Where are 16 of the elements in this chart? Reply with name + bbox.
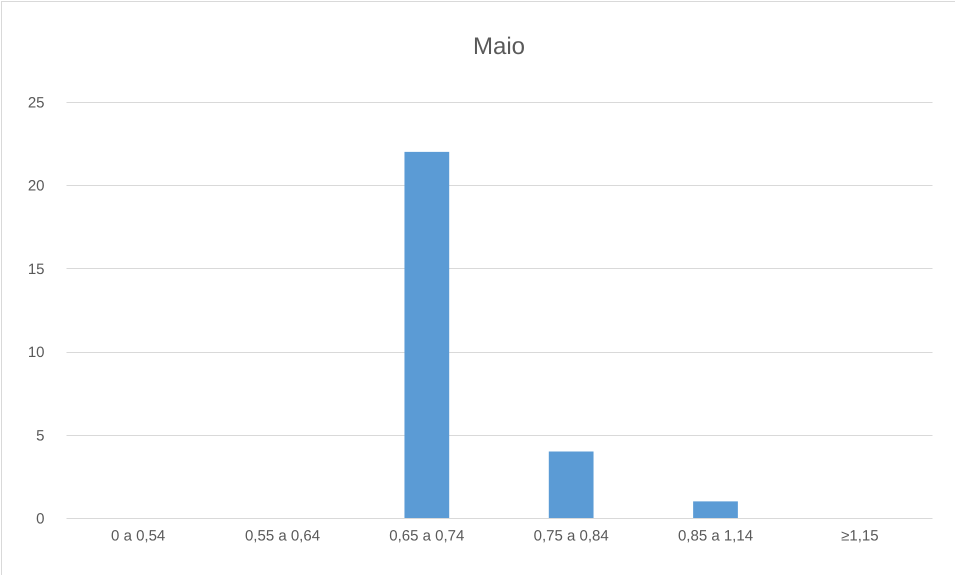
bar — [404, 152, 450, 518]
x-tick-label: 0,75 a 0,84 — [534, 528, 609, 544]
chart-title: Maio — [472, 33, 526, 60]
y-tick-label: 0 — [36, 510, 44, 528]
y-tick-label: 20 — [28, 178, 44, 195]
x-tick-label: ≥1,15 — [841, 528, 879, 544]
y-tick-label: 10 — [28, 344, 44, 362]
x-tick-label: 0,65 a 0,74 — [389, 528, 464, 544]
y-tick-label: 5 — [36, 427, 44, 444]
x-tick-label: 0 a 0,54 — [111, 528, 166, 544]
x-tick-label: 0,55 a 0,64 — [244, 528, 320, 544]
y-tick-label: 25 — [28, 94, 44, 112]
x-tick-label: 0,85 a 1,14 — [678, 528, 754, 544]
bar — [693, 501, 738, 518]
y-tick-label: 15 — [28, 260, 44, 278]
bar — [548, 451, 594, 518]
